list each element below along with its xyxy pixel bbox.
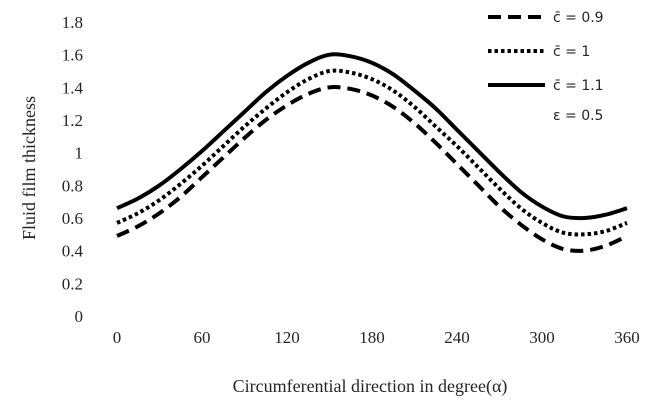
x-tick-label: 300 [529, 328, 555, 347]
x-tick-label: 0 [113, 328, 122, 347]
y-tick-label: 0.8 [62, 176, 83, 195]
x-axis-label: Circumferential direction in degree(α) [233, 376, 508, 397]
x-tick-label: 240 [444, 328, 470, 347]
y-tick-label: 1.2 [62, 111, 83, 130]
y-tick-label: 0.4 [62, 242, 84, 261]
x-tick-label: 360 [614, 328, 640, 347]
y-axis-ticks: 0 0.2 0.4 0.6 0.8 1 1.2 1.4 1.6 1.8 [62, 13, 84, 326]
legend: c̄ = 0.9 c̄ = 1 c̄ = 1.1 [488, 10, 604, 94]
y-tick-label: 1.8 [62, 13, 83, 32]
y-tick-label: 1 [75, 144, 84, 163]
series-layer [116, 52, 628, 253]
y-tick-label: 0.6 [62, 209, 83, 228]
y-tick-label: 0.2 [62, 274, 83, 293]
series-line-2 [116, 68, 628, 237]
y-axis-label: Fluid film thickness [19, 96, 39, 240]
x-tick-label: 60 [194, 328, 211, 347]
series-line-3 [116, 52, 628, 221]
x-tick-label: 120 [274, 328, 300, 347]
x-tick-label: 180 [359, 328, 385, 347]
y-tick-label: 0 [75, 307, 84, 326]
legend-label-3: c̄ = 1.1 [553, 78, 604, 94]
y-tick-label: 1.4 [62, 78, 84, 97]
y-tick-label: 1.6 [62, 46, 83, 65]
epsilon-annotation: ε = 0.5 [553, 108, 603, 124]
x-axis-ticks: 0 60 120 180 240 300 360 [113, 328, 640, 347]
legend-label-1: c̄ = 0.9 [553, 10, 604, 26]
series-line-1 [116, 85, 628, 253]
legend-label-2: c̄ = 1 [553, 44, 590, 60]
